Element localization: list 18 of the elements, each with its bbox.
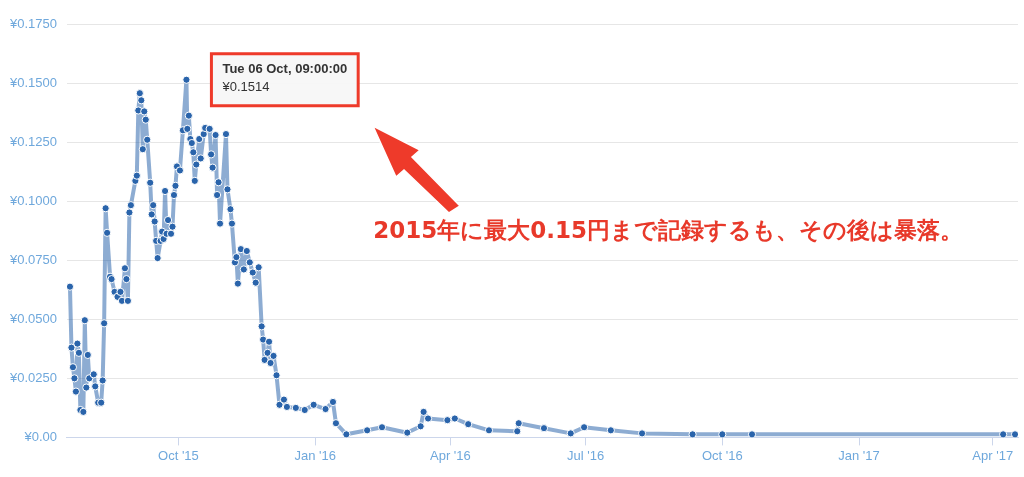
annotation: 2015年に最大0.15円まで記録するも、その後は暴落。	[373, 216, 963, 243]
y-tick-label: ¥0.0750	[8, 251, 57, 267]
annotation: ¥0.1514	[221, 79, 270, 95]
x-tick-label: Apr '17	[972, 447, 1014, 463]
y-tick-label: ¥0.00	[23, 428, 57, 444]
y-tick-label: ¥0.1250	[8, 133, 57, 149]
y-tick-label: ¥0.0500	[8, 310, 57, 326]
annotation: Tue 06 Oct, 09:00:00	[222, 61, 348, 77]
y-tick-label: ¥0.1500	[8, 74, 57, 90]
x-tick-label: Oct '16	[701, 447, 743, 463]
x-tick-label: Jul '16	[567, 447, 605, 463]
y-tick-label: ¥0.1750	[8, 15, 57, 31]
y-tick-label: ¥0.1000	[8, 192, 57, 208]
x-tick-label: Jan '17	[838, 447, 880, 463]
y-tick-label: ¥0.0250	[8, 369, 57, 385]
x-tick-label: Jan '16	[294, 447, 336, 463]
x-tick-label: Oct '15	[158, 447, 199, 463]
x-tick-label: Apr '16	[429, 447, 471, 463]
